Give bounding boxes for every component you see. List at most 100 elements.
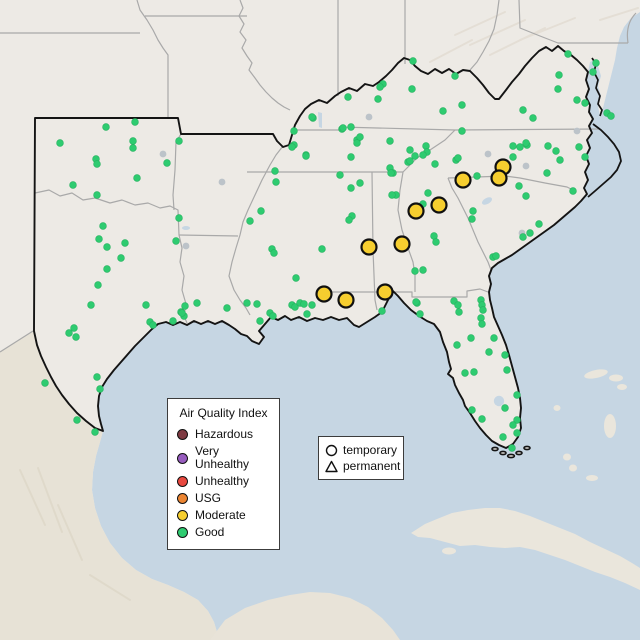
station-markers-layer: [41, 50, 615, 452]
station-marker: [409, 57, 417, 65]
station-marker: [175, 214, 183, 222]
station-marker: [501, 351, 509, 359]
station-marker: [303, 310, 311, 318]
station-marker: [288, 143, 296, 151]
station-marker: [419, 266, 427, 274]
station-marker: [526, 229, 534, 237]
station-marker: [516, 143, 524, 151]
station-marker: [467, 334, 475, 342]
station-marker: [411, 152, 419, 160]
station-marker: [339, 124, 347, 132]
station-marker: [356, 133, 364, 141]
station-marker: [468, 406, 476, 414]
station-marker: [556, 156, 564, 164]
unhealthy-swatch-icon: [177, 476, 188, 487]
station-marker: [386, 137, 394, 145]
station-marker: [508, 444, 516, 452]
station-marker: [430, 196, 448, 214]
station-marker: [406, 157, 414, 165]
station-marker: [378, 307, 386, 315]
station-marker: [365, 113, 373, 121]
station-marker: [469, 207, 477, 215]
station-marker: [223, 304, 231, 312]
station-marker: [607, 112, 615, 120]
station-marker: [509, 142, 517, 150]
legend-item-temporary: temporary: [325, 442, 397, 458]
station-marker: [453, 341, 461, 349]
cuba-land: [411, 508, 640, 590]
station-marker: [564, 50, 572, 58]
permanent-triangle-icon: [325, 460, 338, 472]
station-marker: [458, 127, 466, 135]
station-marker: [347, 153, 355, 161]
station-marker: [308, 113, 316, 121]
station-marker: [272, 178, 280, 186]
florida-keys: [491, 445, 531, 459]
station-marker: [513, 429, 521, 437]
station-marker: [522, 139, 530, 147]
station-marker: [172, 237, 180, 245]
station-marker: [93, 191, 101, 199]
station-marker: [291, 303, 299, 311]
station-marker: [131, 118, 139, 126]
station-marker: [432, 238, 440, 246]
station-marker: [575, 143, 583, 151]
station-marker: [490, 169, 508, 187]
station-marker: [535, 220, 543, 228]
station-marker: [94, 281, 102, 289]
station-marker: [337, 291, 355, 309]
station-marker: [490, 334, 498, 342]
station-marker: [454, 301, 462, 309]
station-marker: [175, 137, 183, 145]
station-marker: [96, 385, 104, 393]
station-marker: [573, 127, 581, 135]
station-marker: [589, 68, 597, 76]
station-marker: [424, 189, 432, 197]
station-marker: [69, 181, 77, 189]
station-marker: [581, 153, 589, 161]
station-marker: [455, 308, 463, 316]
hazardous-swatch-icon: [177, 429, 188, 440]
station-marker: [308, 301, 316, 309]
station-marker: [492, 252, 500, 260]
station-marker: [422, 142, 430, 150]
station-marker: [159, 150, 167, 158]
station-marker: [581, 99, 589, 107]
station-marker: [519, 233, 527, 241]
aqi-legend-title: Air Quality Index: [179, 406, 268, 420]
bahamas-islands: [553, 369, 627, 481]
station-type-legend: temporary permanent: [318, 436, 404, 480]
station-marker: [592, 59, 600, 67]
station-marker: [193, 299, 201, 307]
station-marker: [501, 404, 509, 412]
station-marker: [411, 267, 419, 275]
station-marker: [477, 314, 485, 322]
station-marker: [454, 154, 462, 162]
station-marker: [458, 101, 466, 109]
station-marker: [374, 95, 382, 103]
station-marker: [573, 96, 581, 104]
legend-item-label: Moderate: [195, 508, 246, 522]
station-marker: [65, 329, 73, 337]
station-marker: [503, 366, 511, 374]
station-marker: [513, 391, 521, 399]
station-marker: [461, 369, 469, 377]
isla-juventud: [442, 547, 456, 555]
yucatan-land: [210, 592, 400, 640]
station-marker: [406, 146, 414, 154]
legend-item-label: permanent: [343, 459, 401, 473]
outside-state-borders: [0, 0, 637, 353]
station-marker: [182, 242, 190, 250]
station-marker: [93, 373, 101, 381]
legend-item-label: Very Unhealthy: [195, 444, 250, 471]
legend-item-label: Unhealthy: [195, 474, 250, 488]
good-stations: [41, 50, 615, 452]
station-marker: [356, 179, 364, 187]
station-marker: [499, 433, 507, 441]
station-marker: [95, 235, 103, 243]
station-marker: [353, 139, 361, 147]
station-marker: [522, 192, 530, 200]
legend-item-label: temporary: [343, 443, 398, 457]
